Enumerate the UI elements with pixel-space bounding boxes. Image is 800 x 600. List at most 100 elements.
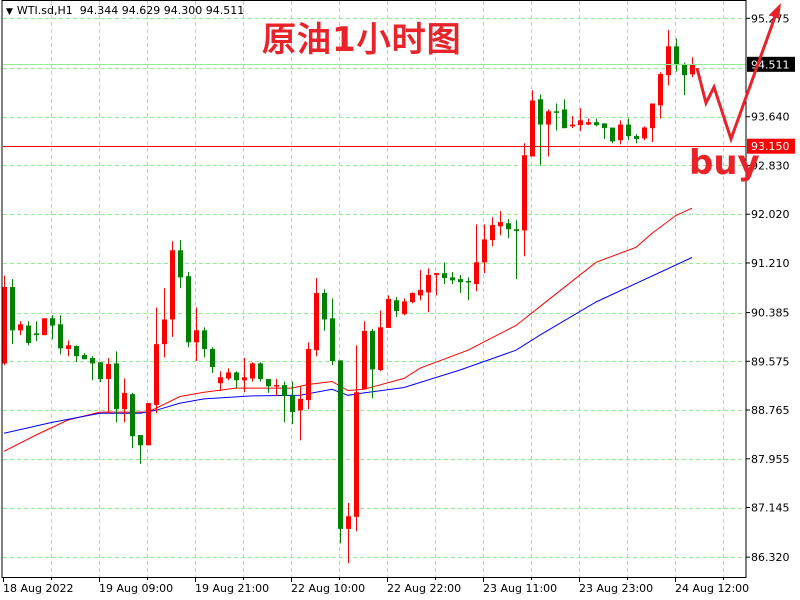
candle <box>410 292 415 304</box>
candle-body <box>314 293 319 351</box>
chart-annotation-title: 原油1小时图 <box>262 20 462 60</box>
candle-body <box>418 290 423 296</box>
moving-average-line-1 <box>3 257 693 434</box>
candle-body <box>258 363 263 380</box>
time-axis[interactable]: 18 Aug 2022 19 Aug 09:00 19 Aug 21:00 22 Au… <box>3 577 749 595</box>
candle <box>458 274 463 294</box>
candle <box>610 127 615 144</box>
candle-body <box>98 362 103 380</box>
symbol-label: WTI.sd,H1 <box>16 4 73 17</box>
price-axis[interactable]: 95.275 93.640 92.830 92.020 91.210 90.385 89.5… <box>746 12 795 564</box>
candle-body <box>498 222 503 227</box>
candle-body <box>242 377 247 381</box>
candle-body <box>410 293 415 303</box>
x-tick-label: 18 Aug 2022 <box>3 582 73 595</box>
candle <box>234 371 239 389</box>
candle-body <box>386 299 391 328</box>
candle <box>74 345 79 363</box>
candle-body <box>58 324 63 349</box>
candle-body <box>618 124 623 141</box>
candle <box>218 371 223 392</box>
candle-body <box>290 395 295 413</box>
candle-body <box>690 64 695 75</box>
candle-body <box>322 293 327 320</box>
price-lines <box>3 64 746 147</box>
candle <box>82 353 87 360</box>
candle-body <box>346 516 351 529</box>
candle <box>490 217 495 247</box>
candle-body <box>114 363 119 410</box>
candle-body <box>26 325 31 343</box>
candle-body <box>34 333 39 336</box>
candle <box>378 310 383 372</box>
candle <box>314 277 319 357</box>
candle <box>322 289 327 331</box>
candle <box>106 357 111 414</box>
y-tick-label: 87.955 <box>751 453 790 466</box>
candle-body <box>394 300 399 312</box>
candle-body <box>578 120 583 126</box>
candle <box>530 90 535 157</box>
candle-body <box>650 103 655 129</box>
candle <box>546 109 551 157</box>
candle <box>506 219 511 239</box>
candle <box>298 386 303 441</box>
candle <box>626 118 631 141</box>
candle-body <box>450 277 455 281</box>
candle-body <box>226 372 231 379</box>
candle-body <box>514 229 519 232</box>
candle-body <box>658 74 663 106</box>
candle-body <box>282 385 287 396</box>
price-label: 94.511 <box>751 58 790 71</box>
candle <box>538 94 543 166</box>
forecast-zigzag-arrow <box>695 3 781 144</box>
candle-body <box>602 123 607 129</box>
x-tick-label: 23 Aug 11:00 <box>483 582 557 595</box>
candle-body <box>90 357 95 364</box>
candle-body <box>138 435 143 446</box>
candle <box>418 270 423 301</box>
candle-body <box>546 111 551 125</box>
candle <box>586 118 591 126</box>
candle <box>426 268 431 313</box>
candle <box>450 271 455 284</box>
candle <box>482 224 487 274</box>
candle <box>682 62 687 96</box>
candle <box>690 57 695 78</box>
candle <box>402 298 407 316</box>
candle-body <box>594 122 599 126</box>
candle <box>522 143 527 257</box>
candle-body <box>482 239 487 263</box>
candle <box>386 295 391 328</box>
candle <box>290 381 295 425</box>
price-label: 93.150 <box>751 140 790 153</box>
candle-body <box>626 124 631 136</box>
moving-average-line-0 <box>3 207 693 452</box>
candle-body <box>2 286 7 364</box>
triangle-down-icon[interactable]: ▼ <box>6 7 13 17</box>
candle-body <box>146 403 151 446</box>
y-tick-label: 90.385 <box>751 307 790 320</box>
candle <box>330 298 335 366</box>
y-tick-label: 91.210 <box>751 257 790 270</box>
candle <box>58 315 63 355</box>
candle <box>226 368 231 381</box>
candle-body <box>162 319 167 345</box>
candle-body <box>266 379 271 387</box>
candle-body <box>466 280 471 283</box>
candle <box>306 342 311 410</box>
candle <box>130 392 135 449</box>
candle-body <box>674 46 679 65</box>
y-tick-label: 88.765 <box>751 404 790 417</box>
y-tick-label: 92.020 <box>751 208 790 221</box>
candle-body <box>506 223 511 230</box>
candle-body <box>106 364 111 380</box>
candle-body <box>10 286 15 331</box>
candle <box>282 381 287 423</box>
candle-body <box>370 330 375 370</box>
candle-body <box>586 122 591 125</box>
candle-body <box>274 385 279 387</box>
candle-body <box>426 274 431 293</box>
candle <box>210 347 215 374</box>
candle-body <box>402 301 407 315</box>
